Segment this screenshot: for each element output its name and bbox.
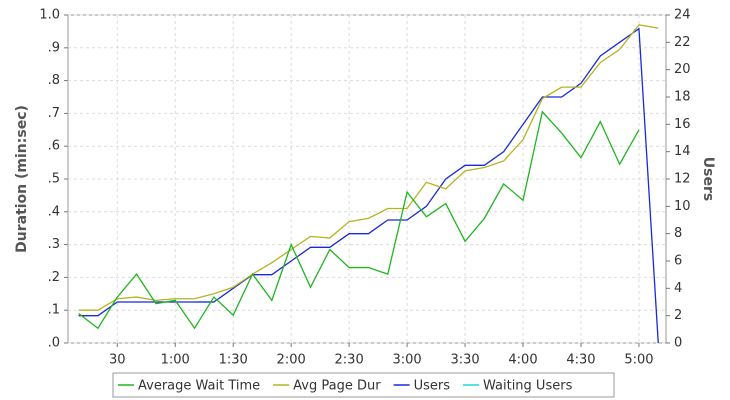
series-line bbox=[78, 110, 640, 330]
y2-tick-label: 18 bbox=[674, 90, 691, 105]
legend-label: Users bbox=[414, 379, 451, 394]
x-tick-label: 3:00 bbox=[392, 353, 421, 368]
series-line bbox=[78, 27, 659, 344]
y-tick-label: .7 bbox=[48, 106, 60, 121]
y-tick-label: .4 bbox=[48, 204, 60, 219]
x-tick-label: 1:30 bbox=[219, 353, 248, 368]
y-tick-label: .1 bbox=[48, 303, 60, 318]
legend bbox=[112, 372, 615, 398]
y2-tick-label: 2 bbox=[674, 308, 682, 323]
x-tick-label: 1:00 bbox=[161, 353, 190, 368]
y2-tick-label: 24 bbox=[674, 8, 691, 23]
x-tick-label: 4:00 bbox=[508, 353, 537, 368]
y2-tick-label: 16 bbox=[674, 117, 691, 132]
y-tick-label: .9 bbox=[48, 40, 60, 55]
plot-area bbox=[67, 14, 667, 344]
y-tick-label: .3 bbox=[48, 237, 60, 252]
y2-tick-label: 12 bbox=[674, 172, 691, 187]
y2-tick-label: 4 bbox=[674, 281, 682, 296]
x-tick-label: 5:00 bbox=[624, 353, 653, 368]
y-axis-title: Duration (min:sec) bbox=[14, 105, 30, 253]
y2-tick-label: 6 bbox=[674, 254, 682, 269]
legend-label: Avg Page Dur bbox=[293, 379, 381, 394]
y-tick-label: 1.0 bbox=[39, 8, 60, 23]
x-tick-label: 3:30 bbox=[450, 353, 479, 368]
y-tick-label: .5 bbox=[48, 172, 60, 187]
x-tick-label: 2:30 bbox=[335, 353, 364, 368]
y2-tick-label: 10 bbox=[674, 199, 691, 214]
y2-tick-label: 0 bbox=[674, 336, 682, 351]
series-line bbox=[78, 24, 659, 311]
y-tick-label: .2 bbox=[48, 270, 60, 285]
y2-tick-label: 22 bbox=[674, 35, 691, 50]
y-tick-label: .8 bbox=[48, 73, 60, 88]
y2-tick-label: 20 bbox=[674, 62, 691, 77]
y2-axis-title: Users bbox=[700, 157, 716, 201]
y-tick-label: .0 bbox=[48, 336, 60, 351]
x-tick-label: 30 bbox=[109, 353, 126, 368]
x-tick-label: 2:00 bbox=[277, 353, 306, 368]
y-tick-label: .6 bbox=[48, 139, 60, 154]
legend-label: Waiting Users bbox=[483, 379, 573, 394]
y2-tick-label: 14 bbox=[674, 144, 691, 159]
legend-label: Average Wait Time bbox=[138, 379, 260, 394]
y2-tick-label: 8 bbox=[674, 226, 682, 241]
x-tick-label: 4:30 bbox=[566, 353, 595, 368]
